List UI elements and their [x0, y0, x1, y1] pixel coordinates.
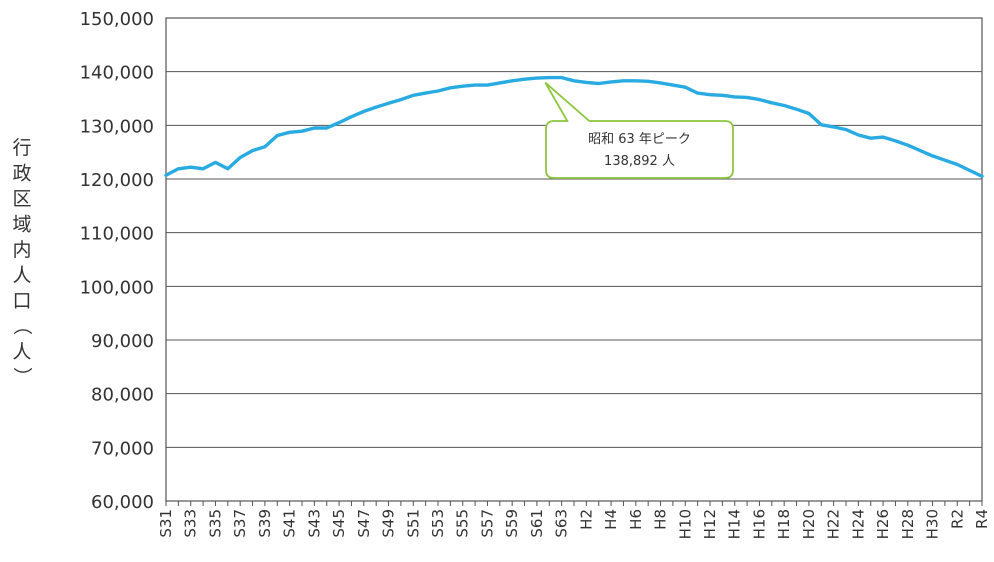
y-tick-label: 130,000	[80, 116, 154, 137]
x-tick-label: S55	[454, 509, 472, 538]
x-tick-label: S63	[553, 509, 571, 538]
x-tick-label: R4	[973, 509, 991, 529]
y-tick-label: 90,000	[91, 331, 154, 352]
y-axis-title-char: 政	[12, 163, 31, 185]
x-tick-label: H18	[775, 509, 793, 539]
plot-frame	[166, 18, 982, 501]
y-tick-label: 80,000	[91, 385, 154, 406]
x-tick-label: H22	[825, 509, 843, 539]
x-tick-label: H12	[701, 509, 719, 539]
y-axis-title-char: 内	[12, 239, 31, 261]
y-tick-label: 150,000	[80, 9, 154, 30]
callout-value: 138,892 人	[604, 154, 675, 169]
x-tick-label: H2	[577, 509, 595, 530]
x-tick-label: H10	[676, 509, 694, 539]
x-tick-label: S53	[429, 509, 447, 538]
x-tick-label: S39	[256, 509, 274, 538]
y-axis-title-char: 行	[12, 137, 31, 159]
y-tick-label: 140,000	[80, 63, 154, 84]
x-tick-label: H8	[652, 509, 670, 530]
x-tick-label: S47	[355, 509, 373, 538]
y-axis-title-char: （	[11, 316, 33, 335]
x-tick-label: S49	[380, 509, 398, 538]
peak-callout: 昭和 63 年ピーク 138,892 人	[545, 83, 733, 178]
x-axis-ticks: S31 S33 S35 S37 S39 S41 S43 S45 S47 S49 S51 S53 S55 S…	[157, 501, 991, 539]
gridlines	[166, 18, 982, 501]
y-axis-title-char: 域	[12, 214, 31, 236]
x-tick-label: H4	[602, 509, 620, 530]
y-axis-title-char: 人	[12, 265, 31, 287]
x-tick-label: S45	[330, 509, 348, 538]
y-axis-title-char: 口	[12, 290, 31, 312]
y-tick-label: 60,000	[91, 492, 154, 513]
x-tick-label: H20	[800, 509, 818, 539]
x-tick-label: H26	[874, 509, 892, 539]
y-axis-title-char: 人	[12, 341, 31, 363]
x-tick-label: H14	[726, 509, 744, 539]
x-tick-label: H6	[627, 509, 645, 530]
x-tick-label: R2	[948, 509, 966, 529]
x-tick-label: H28	[899, 509, 917, 539]
x-tick-label: S57	[478, 509, 496, 538]
x-tick-label: S43	[305, 509, 323, 538]
y-tick-label: 110,000	[80, 224, 154, 245]
x-tick-label: S41	[281, 509, 299, 538]
x-tick-label: H24	[849, 509, 867, 539]
y-tick-label: 70,000	[91, 438, 154, 459]
x-tick-label: S61	[528, 509, 546, 538]
x-tick-label: S59	[503, 509, 521, 538]
y-axis-title-char: 区	[12, 188, 31, 210]
y-axis-title-char: ）	[11, 367, 33, 386]
x-tick-label: S35	[206, 509, 224, 538]
y-tick-label: 120,000	[80, 170, 154, 191]
y-axis-ticks: 60,000 70,000 80,000 90,000 100,000 110,000 12…	[80, 9, 154, 513]
x-tick-label: S37	[231, 509, 249, 538]
x-tick-label: H16	[750, 509, 768, 539]
x-tick-label: S31	[157, 509, 175, 538]
y-tick-label: 100,000	[80, 277, 154, 298]
callout-title: 昭和 63 年ピーク	[588, 132, 691, 147]
x-tick-label: S33	[182, 509, 200, 538]
x-tick-label: H30	[924, 509, 942, 539]
x-tick-label: S51	[404, 509, 422, 538]
